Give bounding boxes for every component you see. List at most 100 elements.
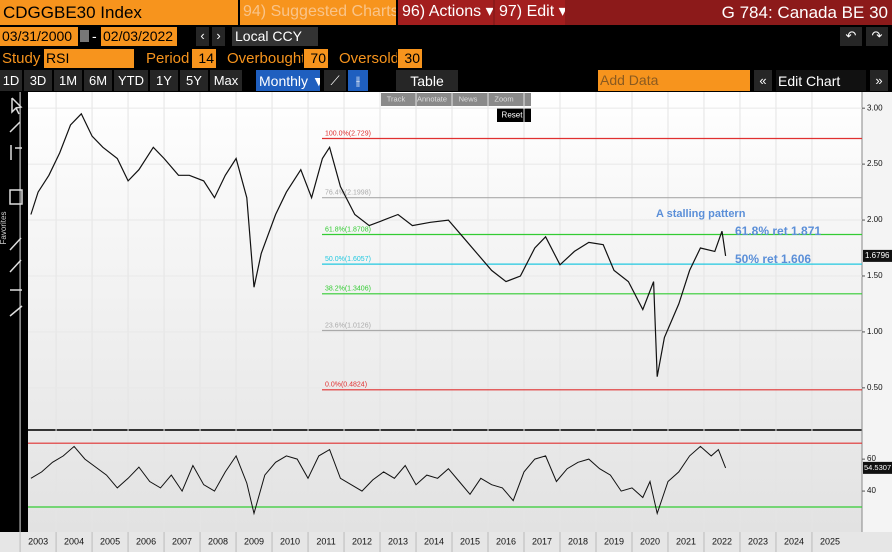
oversold-label: Oversold xyxy=(339,50,397,67)
bar-type-button[interactable]: ⫲ xyxy=(348,70,368,91)
fib-label: 100.0%(2.729) xyxy=(325,130,371,137)
last-price-label: 1.6796 xyxy=(865,251,890,260)
study-input[interactable]: RSI xyxy=(44,49,134,68)
x-tick-label: 2019 xyxy=(604,536,624,546)
pointer-icon[interactable] xyxy=(11,97,23,115)
y-tick-label: 0.50 xyxy=(867,383,883,392)
expand-button[interactable]: » xyxy=(870,70,888,91)
x-tick-label: 2006 xyxy=(136,536,156,546)
axis-bg xyxy=(862,92,892,532)
x-tick-label: 2020 xyxy=(640,536,660,546)
plot-bg xyxy=(28,92,862,532)
collapse-button[interactable]: « xyxy=(754,70,772,91)
range-button[interactable]: 1Y xyxy=(150,70,178,91)
x-tick-label: 2008 xyxy=(208,536,228,546)
x-tick-label: 2003 xyxy=(28,536,48,546)
date-separator: - xyxy=(92,28,97,44)
fib-label: 0.0%(0.4824) xyxy=(325,382,367,389)
overbought-input[interactable]: 70 xyxy=(304,49,328,68)
x-tick-label: 2022 xyxy=(712,536,732,546)
fib-label: 61.8%(1.8708) xyxy=(325,226,371,233)
line-icon[interactable] xyxy=(9,237,22,273)
x-tick-label: 2009 xyxy=(244,536,264,546)
y-tick-label: 2.50 xyxy=(867,159,883,168)
window-title: G 784: Canada BE 30 xyxy=(721,3,888,22)
prev-button[interactable]: ‹ xyxy=(196,27,209,46)
redo-button[interactable]: ↷ xyxy=(866,27,888,46)
table-button[interactable]: Table xyxy=(396,70,458,91)
add-data-input[interactable]: Add Data xyxy=(598,70,750,91)
x-tick-label: 2018 xyxy=(568,536,588,546)
range-button[interactable]: 3D xyxy=(24,70,52,91)
x-tick-label: 2010 xyxy=(280,536,300,546)
last-rsi-box xyxy=(863,461,892,474)
x-tick-label: 2004 xyxy=(64,536,84,546)
chart-type-button[interactable]: ⟋ xyxy=(324,70,346,91)
frequency-select[interactable]: Monthly ▼ xyxy=(256,70,320,91)
undo-button[interactable]: ↶ xyxy=(840,27,862,46)
rsi-tick-label: 60 xyxy=(867,454,876,463)
x-tick-label: 2007 xyxy=(172,536,192,546)
pen-icon[interactable] xyxy=(9,121,21,133)
x-tick-label: 2013 xyxy=(388,536,408,546)
overbought-label: Overbought xyxy=(227,50,303,67)
favorites-label: Favorites xyxy=(0,212,8,245)
x-tick-label: 2012 xyxy=(352,536,372,546)
range-button[interactable]: 5Y xyxy=(180,70,208,91)
x-tick-label: 2017 xyxy=(532,536,552,546)
study-icon[interactable] xyxy=(10,145,22,160)
y-tick-label: 2.00 xyxy=(867,215,883,224)
x-tick-label: 2016 xyxy=(496,536,516,546)
fib-label: 50.0%(1.6057) xyxy=(325,256,371,263)
chart-tool: Zoom xyxy=(494,94,513,103)
chart-tool: Track xyxy=(387,94,406,103)
calendar-icon[interactable] xyxy=(80,30,89,42)
last-rsi-label: 54.5307 xyxy=(864,463,891,472)
bar-icon[interactable] xyxy=(9,189,23,205)
annotation: 50% ret 1.606 xyxy=(735,252,811,266)
currency-select[interactable]: Local CCY xyxy=(232,27,318,46)
range-buttons: 1D 3D 1M 6M YTD 1Y 5Y Max xyxy=(0,70,255,91)
x-tick-label: 2014 xyxy=(424,536,444,546)
y-tick-label: 1.50 xyxy=(867,271,883,280)
x-tick-label: 2015 xyxy=(460,536,480,546)
x-tick-label: 2011 xyxy=(316,536,335,546)
last-price-box xyxy=(863,249,892,262)
chart-tool: News xyxy=(459,94,478,103)
y-tick-label: 3.00 xyxy=(867,103,883,112)
range-button[interactable]: Max xyxy=(210,70,242,91)
annotation: 61.8% ret 1.871 xyxy=(735,224,821,238)
ticker-input[interactable]: CDGGBE30 Index xyxy=(0,0,238,25)
edit-menu[interactable]: 97) Edit ▾ xyxy=(495,0,565,25)
period-input[interactable]: 14 xyxy=(192,49,216,68)
range-button[interactable]: 1M xyxy=(54,70,82,91)
edit-chart-button[interactable]: Edit Chart xyxy=(776,70,866,91)
price-line xyxy=(30,112,727,377)
period-label: Period xyxy=(146,50,190,67)
oversold-input[interactable]: 30 xyxy=(398,49,422,68)
fib-label: 38.2%(1.3406) xyxy=(325,286,371,293)
x-axis-bg xyxy=(0,532,892,552)
fib-label: 23.6%(1.0126) xyxy=(325,322,371,329)
suggested-charts[interactable]: 94) Suggested Charts xyxy=(240,0,396,25)
reset-label[interactable]: Reset xyxy=(502,111,524,120)
x-tick-label: 2023 xyxy=(748,536,768,546)
range-button[interactable]: 1D xyxy=(0,70,22,91)
end-date[interactable]: 02/03/2022 xyxy=(101,27,177,46)
fib-label: 76.4%(2.1998) xyxy=(325,190,371,197)
x-tick-label: 2024 xyxy=(784,536,804,546)
next-button[interactable]: › xyxy=(212,27,225,46)
x-tick-label: 2021 xyxy=(676,536,696,546)
start-date[interactable]: 03/31/2000 xyxy=(0,27,78,46)
y-tick-label: 1.00 xyxy=(867,327,883,336)
x-tick-label: 2005 xyxy=(100,536,120,546)
reset-button[interactable] xyxy=(497,108,531,122)
range-button[interactable]: YTD xyxy=(114,70,148,91)
rsi-tick-label: 40 xyxy=(867,486,876,495)
actions-menu[interactable]: 96) Actions ▾ xyxy=(398,0,493,25)
chart-tools: Reset xyxy=(381,93,531,122)
study-label: Study xyxy=(2,50,41,67)
range-button[interactable]: 6M xyxy=(84,70,112,91)
rsi-line xyxy=(30,445,727,516)
